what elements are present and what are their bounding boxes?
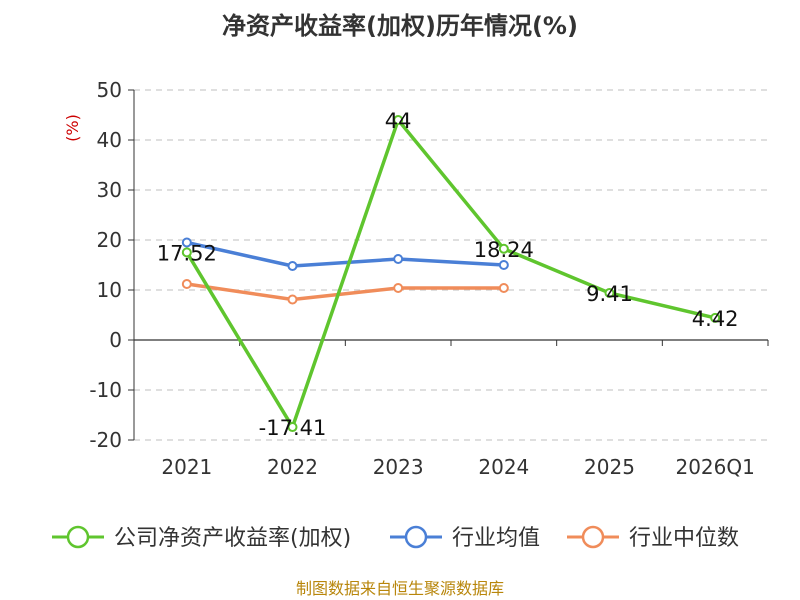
data-point xyxy=(287,294,298,305)
legend[interactable]: 公司净资产收益率(加权) 行业均值 行业中位数 xyxy=(52,525,739,551)
y-axis-label: (%) xyxy=(63,114,82,142)
data-point xyxy=(393,115,404,125)
series-layer xyxy=(181,115,721,433)
data-labels: 17.52 -17.41 44 18.24 9.41 4.42 xyxy=(157,109,739,440)
legend-item[interactable]: 行业均值 xyxy=(390,525,540,551)
legend-marker xyxy=(404,525,428,549)
x-tick-label: 2025 xyxy=(584,455,635,479)
legend-item[interactable]: 行业中位数 xyxy=(567,525,739,551)
data-source-note: 制图数据来自恒生聚源数据库 xyxy=(296,579,504,598)
data-label: 18.24 xyxy=(474,238,534,262)
data-point xyxy=(498,243,509,254)
data-label: 4.42 xyxy=(692,307,739,331)
x-tick-label: 2023 xyxy=(373,455,424,479)
legend-label: 行业中位数 xyxy=(629,526,739,551)
data-label: 17.52 xyxy=(157,241,217,265)
legend-label: 公司净资产收益率(加权) xyxy=(114,526,351,551)
y-tick-label: -10 xyxy=(89,378,122,402)
legend-marker xyxy=(66,525,90,549)
data-label: 44 xyxy=(385,109,412,133)
series-line xyxy=(185,118,716,429)
data-point xyxy=(498,283,509,293)
legend-item[interactable]: 公司净资产收益率(加权) xyxy=(52,525,351,551)
legend-marker xyxy=(581,525,605,549)
data-point xyxy=(181,247,192,258)
series-line xyxy=(186,240,504,268)
axes: 50 40 30 20 10 0 -10 -20 2021 2022 2023 2024 2025 202… xyxy=(89,78,769,479)
x-tick-label: 2021 xyxy=(161,455,212,479)
data-point xyxy=(498,260,509,270)
data-point xyxy=(287,261,298,271)
x-tick-label: 2026Q1 xyxy=(675,455,754,479)
data-point xyxy=(181,279,192,289)
data-point xyxy=(287,422,298,433)
data-label: 9.41 xyxy=(586,282,633,306)
y-tick-label: 30 xyxy=(97,178,122,202)
y-tick-label: -20 xyxy=(89,428,122,452)
data-point xyxy=(393,254,404,264)
data-point xyxy=(181,237,192,248)
data-point xyxy=(710,312,721,323)
grid-lines xyxy=(134,89,768,441)
chart-title: 净资产收益率(加权)历年情况(%) xyxy=(222,12,578,40)
x-tick-label: 2024 xyxy=(478,455,529,479)
y-tick-label: 0 xyxy=(109,328,122,352)
y-tick-label: 50 xyxy=(97,78,122,102)
x-tick-label: 2022 xyxy=(267,455,318,479)
legend-label: 行业均值 xyxy=(452,526,540,551)
y-tick-label: 40 xyxy=(97,128,122,152)
data-point xyxy=(604,287,615,298)
data-label: -17.41 xyxy=(259,416,327,440)
y-tick-label: 20 xyxy=(97,228,122,252)
y-tick-label: 10 xyxy=(97,278,122,302)
series-line xyxy=(186,282,504,302)
data-point xyxy=(393,283,404,293)
